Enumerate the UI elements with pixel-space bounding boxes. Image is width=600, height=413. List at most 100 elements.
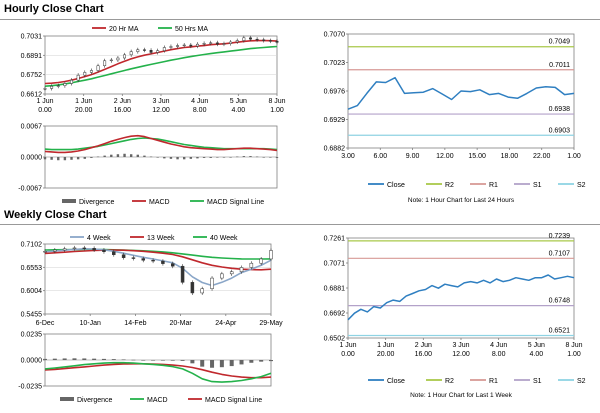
weekly-price-candle (229, 271, 234, 275)
weekly-divergence-bar (72, 358, 77, 360)
hourly-macd-y-tick-label: 0.0000 (21, 155, 43, 162)
weekly-1w-legend-s1-label: S1 (533, 378, 542, 385)
weekly-1w-note: Note: 1 Hour Chart for Last 1 Week (410, 392, 513, 399)
hourly-price-candle (123, 54, 126, 59)
weekly-price-candle (43, 251, 47, 253)
hourly-divergence-bar (123, 153, 126, 157)
weekly-1w-x-tick-label: 1 Jun (377, 342, 394, 349)
hourly-divergence-bar (57, 157, 60, 161)
weekly-divergence-bar (151, 360, 156, 361)
hourly-24h-level-s2-label: 0.6903 (549, 127, 571, 134)
weekly-price-candle (259, 258, 263, 264)
hourly-24h-x-tick-label: 18.00 (501, 153, 519, 160)
weekly-divergence-bar (229, 360, 234, 367)
hourly-divergence-bar (163, 157, 166, 159)
hourly-divergence-bar (229, 157, 232, 158)
weekly-price-x-tick-label: 24-Apr (215, 320, 237, 327)
weekly-price-candle (210, 277, 214, 289)
weekly-price-x-tick-label: 20-Mar (170, 320, 193, 327)
weekly-price-candle (170, 263, 175, 267)
hourly-macd-y-tick-label: 0.0067 (21, 124, 43, 131)
hourly-divergence-bar (43, 157, 47, 160)
hourly-divergence-bar (249, 156, 252, 157)
weekly-legend-4w-label: 4 Week (87, 235, 111, 242)
weekly-divergence-bar (210, 360, 215, 368)
hourly-24h-legend-s2-label: S2 (577, 182, 586, 189)
hourly-legend-ma50-label: 50 Hrs MA (175, 26, 208, 33)
weekly-legend-40w-label: 40 Week (210, 235, 238, 242)
hourly-price-y-tick-label: 0.7031 (21, 34, 43, 41)
weekly-1w-x-tick-label: 8 Jun (565, 342, 582, 349)
hourly-section-rule (0, 19, 600, 20)
weekly-1w-legend-s2-label: S2 (577, 378, 586, 385)
hourly-price-x-tick-label: 0.00 (38, 107, 52, 114)
hourly-24h-x-tick-label: 22.00 (533, 153, 551, 160)
hourly-24h-y-tick-label: 0.7023 (324, 60, 346, 67)
hourly-divergence-bar (96, 156, 100, 158)
weekly-1w-close-line (347, 274, 575, 321)
hourly-divergence-bar (143, 155, 146, 157)
weekly-price-candle (239, 267, 244, 272)
weekly-1w-x-tick-label: 20.00 (377, 351, 395, 358)
hourly-price-candle (56, 85, 60, 87)
weekly-price-x-tick-label: 6-Dec (36, 320, 55, 327)
hourly-price-candle (142, 49, 146, 51)
hourly-24h-y-tick-label: 0.7070 (324, 32, 346, 39)
weekly-legend-13w-label: 13 Week (147, 235, 175, 242)
hourly-24h-y-tick-label: 0.6976 (324, 89, 346, 96)
hourly-price-candle (229, 41, 233, 44)
weekly-legend-macd-label: MACD (147, 397, 168, 404)
weekly-price-candle (200, 288, 204, 294)
weekly-divergence-bar (200, 360, 205, 367)
hourly-price-candle (202, 43, 206, 45)
hourly-24h-level-r1-label: 0.7011 (549, 62, 570, 69)
weekly-1w-x-tick-label: 12.00 (452, 351, 470, 358)
weekly-divergence-bar (269, 360, 273, 362)
hourly-divergence-bar (236, 156, 239, 158)
hourly-divergence-bar (275, 157, 279, 158)
hourly-price-candle (70, 79, 73, 84)
weekly-price-candle (269, 250, 273, 260)
weekly-1w-level-r1-label: 0.7107 (549, 250, 571, 257)
hourly-divergence-bar (202, 157, 206, 158)
weekly-1w-x-tick-label: 2 Jun (415, 342, 432, 349)
weekly-price-candle (141, 258, 146, 261)
weekly-1w-y-tick-label: 0.6692 (324, 311, 346, 318)
hourly-price-candle (169, 46, 173, 48)
hourly-price-x-tick-label: 2 Jun (114, 98, 131, 105)
weekly-1w-x-tick-label: 1 Jun (339, 342, 356, 349)
hourly-divergence-bar (242, 156, 246, 157)
hourly-24h-level-s1-label: 0.6938 (549, 106, 571, 113)
hourly-price-candle (176, 45, 180, 47)
weekly-price-candle (82, 247, 87, 249)
hourly-divergence-bar (189, 157, 193, 159)
weekly-price-candle (53, 249, 57, 252)
weekly-price-candle (161, 260, 165, 264)
weekly-price-frame (44, 243, 272, 315)
weekly-price-candle (220, 273, 224, 279)
hourly-price-candle (275, 40, 279, 43)
weekly-price-y-tick-label: 0.6553 (21, 265, 43, 272)
hourly-24h-close-line (347, 76, 575, 110)
weekly-1w-x-tick-label: 4.00 (530, 351, 544, 358)
hourly-price-candle (129, 51, 133, 56)
hourly-divergence-bar (269, 157, 272, 158)
hourly-divergence-bar (76, 157, 80, 160)
weekly-macd-y-tick-label: 0.0235 (21, 332, 43, 339)
hourly-price-candle (162, 47, 166, 51)
hourly-24h-legend-s1-label: S1 (533, 182, 542, 189)
hourly-divergence-bar (169, 157, 173, 159)
hourly-24h-x-tick-label: 1.00 (567, 153, 581, 160)
hourly-legend-divergence-swatch (62, 199, 76, 203)
hourly-legend-signal-label: MACD Signal Line (207, 199, 264, 206)
hourly-divergence-bar (176, 157, 179, 160)
hourly-price-x-tick-label: 1 Jun (36, 98, 53, 105)
weekly-1w-legend-close-label: Close (387, 378, 405, 385)
weekly-divergence-bar (92, 358, 97, 360)
weekly-price-y-tick-label: 0.7102 (21, 242, 43, 249)
hourly-divergence-bar (116, 154, 120, 157)
hourly-price-x-tick-label: 1.00 (270, 107, 284, 114)
hourly-price-candle (242, 37, 246, 41)
weekly-divergence-bar (170, 360, 175, 361)
